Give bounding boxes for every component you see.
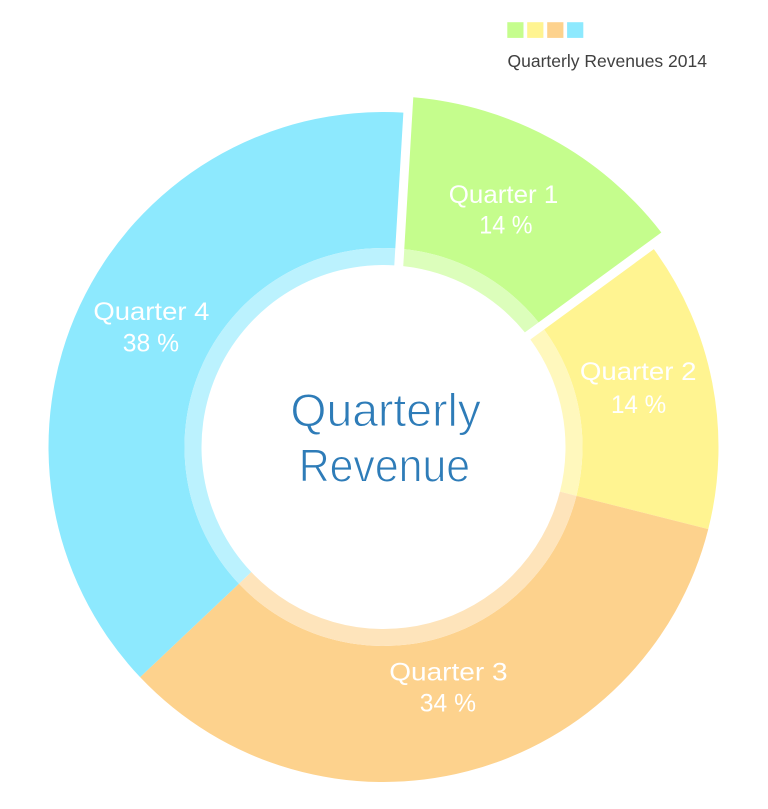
svg-text:Quarter 4: Quarter 4: [93, 298, 209, 326]
svg-text:Quarterly Revenues 2014: Quarterly Revenues 2014: [508, 51, 708, 71]
svg-text:Quarter 1: Quarter 1: [449, 181, 559, 209]
svg-text:Revenue: Revenue: [299, 440, 470, 492]
svg-text:Quarter 2: Quarter 2: [580, 358, 697, 386]
svg-text:Quarterly: Quarterly: [290, 384, 481, 436]
svg-text:14 %: 14 %: [479, 212, 532, 240]
svg-text:14 %: 14 %: [611, 391, 666, 419]
svg-text:38 %: 38 %: [123, 330, 179, 358]
svg-text:34 %: 34 %: [420, 690, 476, 718]
svg-text:Quarter 3: Quarter 3: [389, 659, 507, 687]
